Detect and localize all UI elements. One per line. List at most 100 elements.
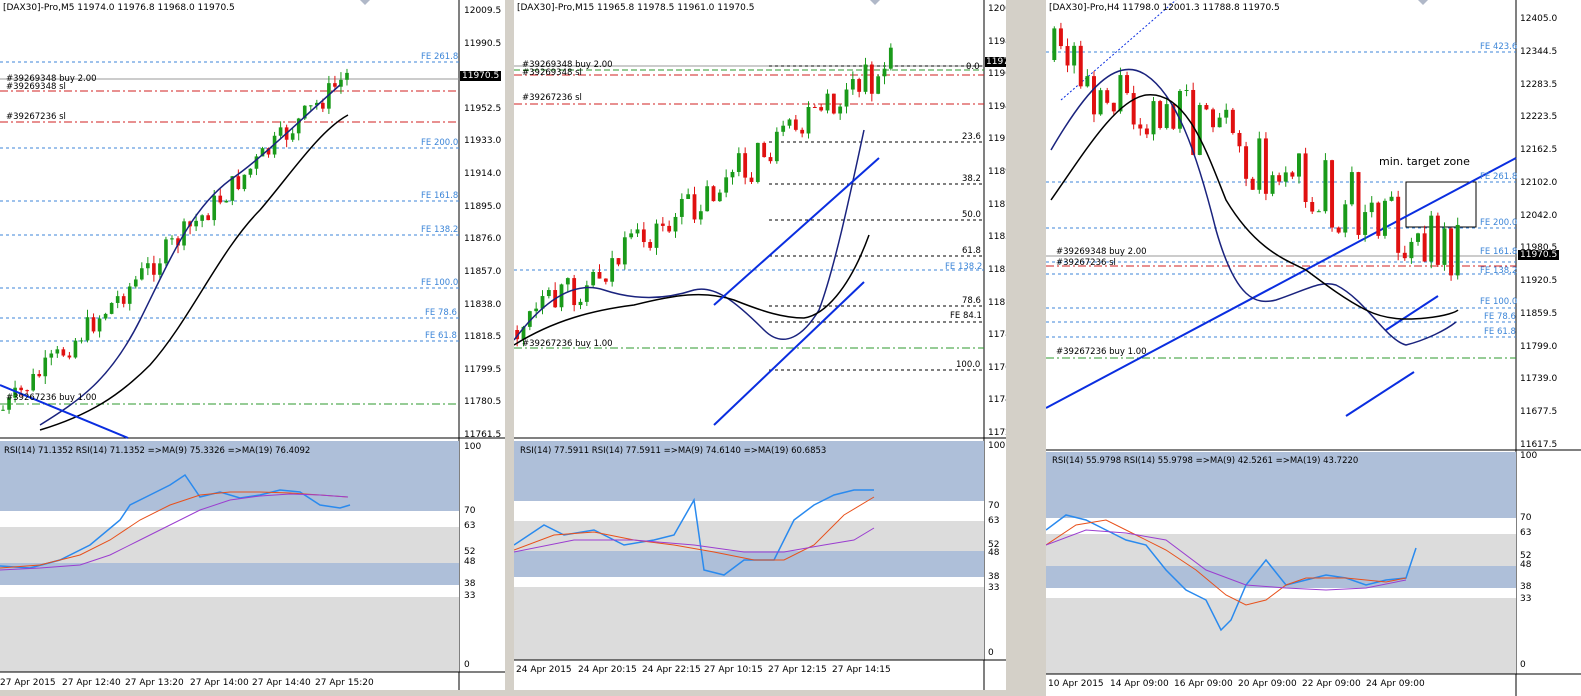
candle-body bbox=[1171, 104, 1176, 129]
candle-body bbox=[1191, 89, 1196, 155]
candle-body bbox=[825, 93, 830, 111]
rsi-label: RSI(14) 55.9798 RSI(14) 55.9798 =>MA(9) … bbox=[1052, 456, 1359, 466]
m15-chart-canvas[interactable] bbox=[514, 0, 1006, 690]
candle-body bbox=[876, 76, 881, 94]
level-label: #39267236 sl bbox=[6, 112, 66, 122]
candle-body bbox=[717, 192, 722, 202]
target-zone-annotation: min. target zone bbox=[1379, 155, 1470, 168]
axis-tick-label: 12009.5 bbox=[464, 6, 502, 16]
candle-body bbox=[1310, 202, 1315, 212]
candle-body bbox=[1204, 105, 1209, 110]
candle-body bbox=[559, 284, 564, 308]
axis-tick-label: 11984.0 bbox=[988, 36, 1006, 47]
candle-body bbox=[1382, 200, 1387, 236]
time-tick-label: 22 Apr 09:00 bbox=[1302, 679, 1361, 689]
fe-label: FE 84.1 bbox=[950, 311, 982, 321]
candle-body bbox=[686, 194, 691, 199]
candle-body bbox=[1356, 172, 1361, 235]
axis-tick-label: 11919.0 bbox=[988, 134, 1006, 145]
candle-body bbox=[673, 216, 678, 232]
candle-body bbox=[236, 176, 241, 190]
candle-body bbox=[272, 135, 277, 155]
level-label: #39269348 buy 2.00 bbox=[6, 74, 97, 84]
candle-body bbox=[1363, 212, 1368, 235]
candle-body bbox=[793, 119, 798, 130]
candle-body bbox=[1211, 109, 1215, 128]
level-label: FE 61.8 bbox=[1484, 327, 1516, 337]
candle-body bbox=[546, 290, 551, 297]
chart-shift-marker[interactable] bbox=[1418, 0, 1428, 5]
candle-body bbox=[850, 79, 855, 90]
level-label: #39269348 buy 2.00 bbox=[1056, 247, 1147, 257]
rsi-tick-label: 0 bbox=[1520, 660, 1526, 670]
chart-window-m15[interactable]: [DAX30]-Pro,M15 11965.8 11978.5 11961.0 … bbox=[514, 0, 1006, 690]
axis-tick-label: 11920.5 bbox=[1520, 276, 1558, 287]
chart-window-h4[interactable]: [DAX30]-Pro,H4 11798.0 12001.3 11788.8 1… bbox=[1046, 0, 1581, 696]
candle-body bbox=[1065, 46, 1070, 66]
candle-body bbox=[749, 177, 754, 182]
axis-tick-label: 11838.0 bbox=[464, 299, 502, 310]
candle-body bbox=[1230, 109, 1235, 133]
candle-body bbox=[806, 107, 811, 134]
axis-tick-label: 11990.5 bbox=[464, 38, 502, 49]
time-tick-label: 24 Apr 2015 bbox=[516, 665, 572, 675]
time-tick-label: 27 Apr 10:15 bbox=[704, 665, 763, 675]
candle-body bbox=[158, 263, 162, 275]
candle-body bbox=[1, 409, 5, 411]
rsi-tick-label: 52 bbox=[464, 547, 476, 557]
candle-body bbox=[321, 102, 325, 109]
m5-chart-canvas[interactable] bbox=[0, 0, 505, 690]
candle-body bbox=[1105, 90, 1110, 103]
candle-body bbox=[1257, 138, 1262, 190]
rsi-tick-label: 63 bbox=[1520, 528, 1532, 538]
axis-tick-label: 11722.5 bbox=[988, 428, 1006, 438]
candle-body bbox=[635, 229, 640, 234]
candle-body bbox=[1138, 124, 1143, 129]
candle-body bbox=[692, 194, 697, 220]
fib-label: 100.0 bbox=[956, 360, 981, 370]
chart-shift-marker[interactable] bbox=[360, 0, 370, 5]
candle-body bbox=[242, 174, 247, 190]
candle-body bbox=[79, 340, 84, 342]
candle-body bbox=[622, 237, 627, 265]
axis-tick-label: 11739.0 bbox=[1520, 374, 1558, 385]
candle-body bbox=[1402, 252, 1407, 259]
candle-body bbox=[315, 102, 319, 106]
candle-body bbox=[302, 105, 307, 119]
level-label: FE 200.0 bbox=[421, 138, 459, 148]
h4-chart-canvas[interactable] bbox=[1046, 0, 1581, 696]
axis-tick-label: 11859.5 bbox=[1520, 308, 1558, 319]
candle-body bbox=[831, 93, 836, 114]
candle-body bbox=[7, 397, 11, 410]
candle-body bbox=[133, 279, 138, 287]
level-label: #39269348 buy 2.00 bbox=[522, 60, 613, 70]
chart-shift-marker[interactable] bbox=[870, 0, 880, 5]
time-tick-label: 24 Apr 09:00 bbox=[1366, 679, 1425, 689]
chart-window-m5[interactable]: [DAX30]-Pro,M5 11974.0 11976.8 11968.0 1… bbox=[0, 0, 505, 690]
candle-body bbox=[266, 148, 271, 155]
candle-body bbox=[584, 285, 589, 302]
candle-body bbox=[31, 373, 35, 391]
axis-tick-label: 11914.0 bbox=[464, 169, 502, 180]
candle-body bbox=[679, 198, 684, 217]
level-label: #39267236 sl bbox=[1056, 258, 1116, 268]
candle-body bbox=[1422, 233, 1427, 262]
candle-body bbox=[1184, 89, 1189, 91]
axis-tick-label: 11761.5 bbox=[464, 430, 502, 440]
candle-body bbox=[230, 176, 235, 201]
level-label: FE 61.8 bbox=[425, 331, 457, 341]
rsi-tick-label: 48 bbox=[464, 557, 476, 567]
candle-body bbox=[1092, 76, 1096, 115]
candle-body bbox=[540, 296, 545, 309]
rsi-label: RSI(14) 77.5911 RSI(14) 77.5911 =>MA(9) … bbox=[520, 446, 827, 456]
candle-body bbox=[724, 177, 729, 193]
candle-body bbox=[743, 153, 748, 178]
candle-body bbox=[1270, 175, 1275, 194]
time-tick-label: 27 Apr 14:15 bbox=[832, 665, 891, 675]
candle-body bbox=[1078, 45, 1083, 87]
candle-body bbox=[1052, 28, 1057, 60]
candle-body bbox=[1297, 153, 1301, 177]
axis-tick-label: 12344.5 bbox=[1520, 46, 1558, 57]
candle-body bbox=[67, 355, 72, 358]
candle-body bbox=[1435, 215, 1440, 265]
